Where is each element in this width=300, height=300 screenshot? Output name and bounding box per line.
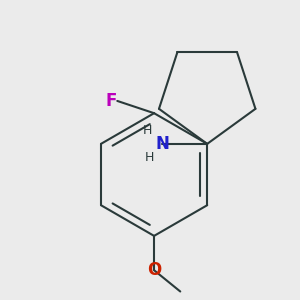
Text: H: H (143, 124, 152, 137)
Text: N: N (155, 135, 169, 153)
Text: H: H (145, 151, 154, 164)
Text: O: O (147, 261, 161, 279)
Text: F: F (105, 92, 116, 110)
